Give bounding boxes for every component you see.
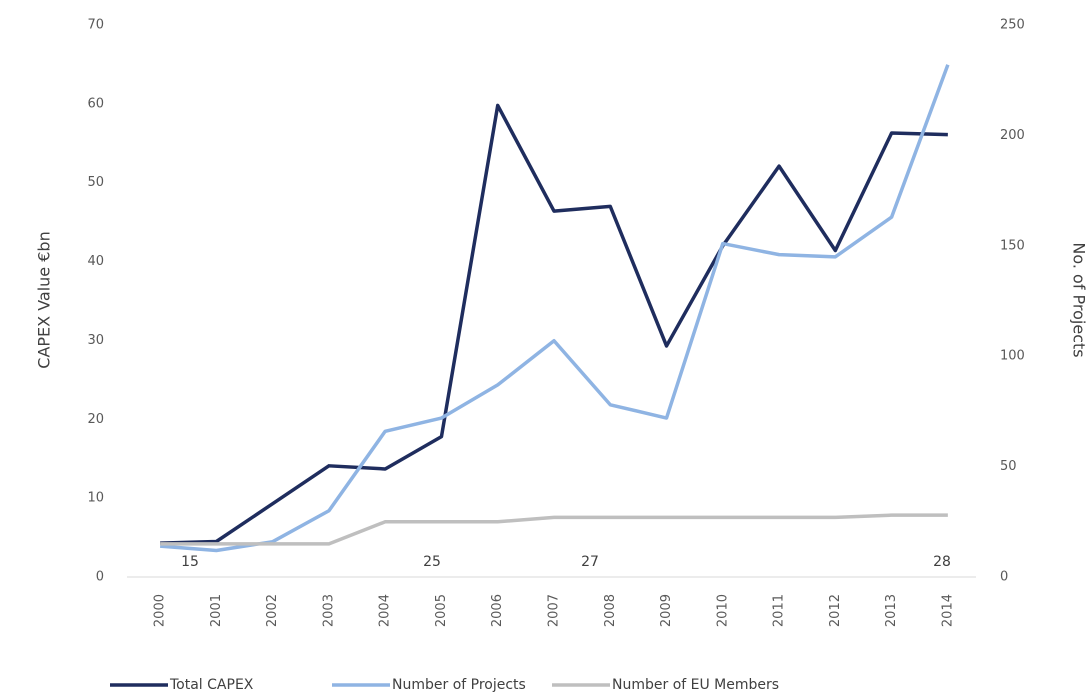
y-tick-label: 40 xyxy=(87,254,104,269)
x-tick-label: 2002 xyxy=(265,594,280,627)
y2-tick-label: 200 xyxy=(1000,128,1025,143)
legend-label: Number of Projects xyxy=(392,677,526,693)
line-series xyxy=(160,103,948,545)
line-series xyxy=(159,64,950,553)
x-tick-label: 2007 xyxy=(547,594,562,627)
y2-tick-label: 50 xyxy=(1000,459,1017,474)
y-tick-label: 10 xyxy=(87,491,104,506)
y-tick-label: 50 xyxy=(87,175,104,190)
x-tick-label: 2014 xyxy=(940,594,955,627)
y2-tick-label: 250 xyxy=(1000,18,1025,33)
x-tick-label: 2009 xyxy=(659,594,674,627)
y2-tick-label: 100 xyxy=(1000,349,1025,364)
y-axis-title: CAPEX Value €bn xyxy=(35,231,54,368)
annotation: 25 xyxy=(423,554,441,570)
x-tick-label: 2006 xyxy=(490,594,505,627)
x-tick-label: 2003 xyxy=(321,594,336,627)
legend-label: Total CAPEX xyxy=(169,677,254,693)
y-tick-label: 20 xyxy=(87,412,104,427)
y-tick-label: 70 xyxy=(87,18,104,33)
annotation: 28 xyxy=(933,554,951,570)
x-tick-label: 2013 xyxy=(884,594,899,627)
y-tick-label: 60 xyxy=(87,96,104,111)
x-tick-label: 2000 xyxy=(153,594,168,627)
x-tick-label: 2008 xyxy=(603,594,618,627)
y2-tick-label: 0 xyxy=(1000,570,1008,585)
y2-tick-label: 150 xyxy=(1000,238,1025,253)
annotation: 15 xyxy=(181,554,199,570)
y-tick-label: 0 xyxy=(96,570,104,585)
x-tick-label: 2010 xyxy=(715,594,730,627)
x-tick-label: 2012 xyxy=(828,594,843,627)
x-tick-label: 2005 xyxy=(434,594,449,627)
y2-axis-title: No. of Projects xyxy=(1070,242,1089,357)
annotation: 27 xyxy=(581,554,599,570)
y-tick-label: 30 xyxy=(87,333,104,348)
x-tick-label: 2001 xyxy=(209,594,224,627)
line-series xyxy=(160,513,948,546)
x-tick-label: 2004 xyxy=(378,594,393,627)
x-tick-label: 2011 xyxy=(772,594,787,627)
legend-label: Number of EU Members xyxy=(612,677,779,693)
